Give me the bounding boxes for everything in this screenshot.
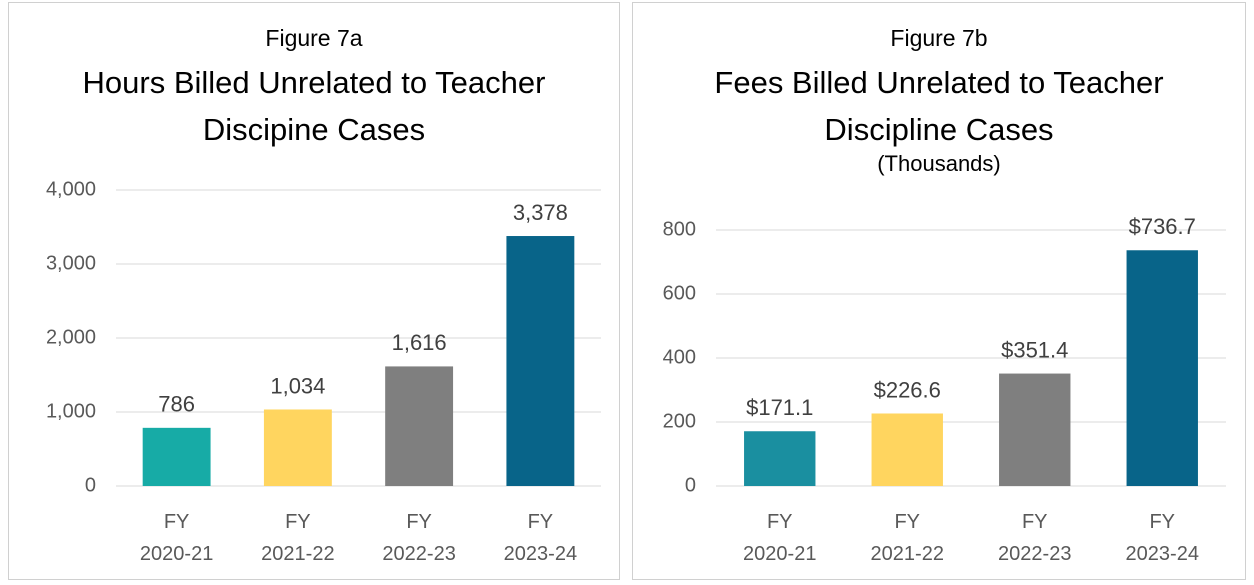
bar (385, 366, 454, 486)
x-tick-label: FY 2021-22 (871, 511, 944, 565)
data-label: $171.1 (746, 395, 813, 420)
data-label: 1,034 (270, 373, 325, 398)
x-tick-label: FY 2021-22 (261, 511, 334, 565)
chart: 0 200 400 600 800 $171.1 FY 2020-21 $226.6 FY 2021… (663, 214, 1226, 565)
x-tick-label: FY 2023-24 (1126, 511, 1199, 565)
data-label: 3,378 (513, 200, 568, 225)
data-label: 1,616 (392, 330, 447, 355)
y-tick-label: 1,000 (46, 400, 96, 422)
y-tick-label: 0 (685, 474, 696, 496)
y-tick-label: 0 (85, 474, 96, 496)
chart-title: Fees Billed Unrelated to Teacher Discipl… (714, 65, 1164, 147)
bar (506, 236, 575, 486)
bar (263, 409, 332, 486)
bar (1126, 250, 1198, 486)
y-tick-label: 400 (663, 346, 696, 368)
y-tick-label: 200 (663, 410, 696, 432)
y-tick-label: 600 (663, 282, 696, 304)
chart-title: Hours Billed Unrelated to Teacher Discip… (82, 65, 546, 147)
y-tick-label: 800 (663, 218, 696, 240)
x-tick-label: FY 2023-24 (504, 511, 577, 565)
data-label: 786 (158, 392, 195, 417)
y-tick-label: 4,000 (46, 178, 96, 200)
chart-panel: Figure 7a Hours Billed Unrelated to Teac… (8, 2, 620, 580)
data-label: $736.7 (1129, 214, 1196, 239)
data-label: $351.4 (1001, 337, 1068, 362)
x-tick-label: FY 2022-23 (382, 511, 455, 565)
data-label: $226.6 (874, 377, 941, 402)
x-tick-label: FY 2020-21 (140, 511, 213, 565)
chart-subtitle: Figure 7a (265, 25, 363, 51)
bar (744, 431, 816, 486)
bar (871, 413, 943, 486)
chart-subtitle: Figure 7b (890, 25, 988, 51)
chart-panel: Figure 7b Fees Billed Unrelated to Teach… (632, 2, 1246, 580)
x-tick-label: FY 2020-21 (743, 511, 816, 565)
chart: 0 1,000 2,000 3,000 4,000 786 FY 2020-21 1,034 FY… (46, 178, 601, 565)
bar (142, 427, 211, 486)
y-tick-label: 2,000 (46, 326, 96, 348)
y-tick-label: 3,000 (46, 252, 96, 274)
x-tick-label: FY 2022-23 (998, 511, 1071, 565)
chart-note: (Thousands) (877, 151, 1001, 176)
bar (999, 373, 1071, 486)
